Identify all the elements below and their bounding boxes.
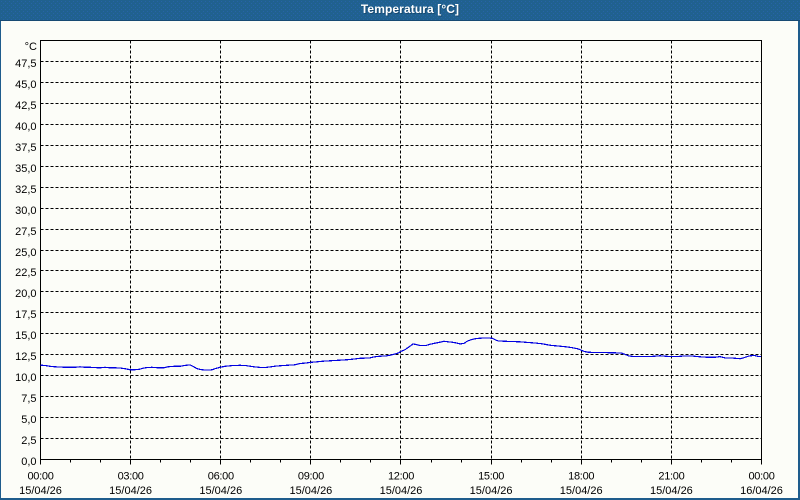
svg-text:0,0: 0,0 [21,456,36,468]
svg-text:03:00: 03:00 [118,470,144,482]
svg-text:7,5: 7,5 [21,393,36,405]
svg-text:06:00: 06:00 [208,470,234,482]
svg-text:15/04/26: 15/04/26 [289,485,332,497]
svg-text:25,0: 25,0 [15,247,36,259]
svg-text:32,5: 32,5 [15,184,36,196]
svg-text:2,5: 2,5 [21,435,36,447]
svg-text:15:00: 15:00 [478,470,504,482]
svg-text:40,0: 40,0 [15,121,36,133]
svg-text:00:00: 00:00 [748,470,774,482]
svg-text:21:00: 21:00 [658,470,684,482]
svg-text:22,5: 22,5 [15,267,36,279]
svg-text:15/04/26: 15/04/26 [650,485,693,497]
svg-text:15/04/26: 15/04/26 [19,485,62,497]
svg-text:°C: °C [25,41,37,53]
svg-text:47,5: 47,5 [15,58,36,70]
svg-text:15/04/26: 15/04/26 [470,485,513,497]
svg-text:10,0: 10,0 [15,372,36,384]
svg-text:15/04/26: 15/04/26 [109,485,152,497]
svg-text:16/04/26: 16/04/26 [740,485,783,497]
svg-text:12:00: 12:00 [388,470,414,482]
svg-text:27,5: 27,5 [15,226,36,238]
svg-text:42,5: 42,5 [15,100,36,112]
svg-text:15/04/26: 15/04/26 [380,485,423,497]
svg-text:35,0: 35,0 [15,163,36,175]
svg-text:00:00: 00:00 [27,470,53,482]
svg-text:15/04/26: 15/04/26 [199,485,242,497]
svg-text:09:00: 09:00 [298,470,324,482]
svg-text:15,0: 15,0 [15,330,36,342]
svg-text:17,5: 17,5 [15,309,36,321]
svg-text:5,0: 5,0 [21,414,36,426]
svg-text:45,0: 45,0 [15,79,36,91]
svg-text:18:00: 18:00 [568,470,594,482]
svg-text:30,0: 30,0 [15,205,36,217]
svg-text:20,0: 20,0 [15,288,36,300]
svg-text:12,5: 12,5 [15,351,36,363]
svg-text:15/04/26: 15/04/26 [560,485,603,497]
svg-text:37,5: 37,5 [15,142,36,154]
